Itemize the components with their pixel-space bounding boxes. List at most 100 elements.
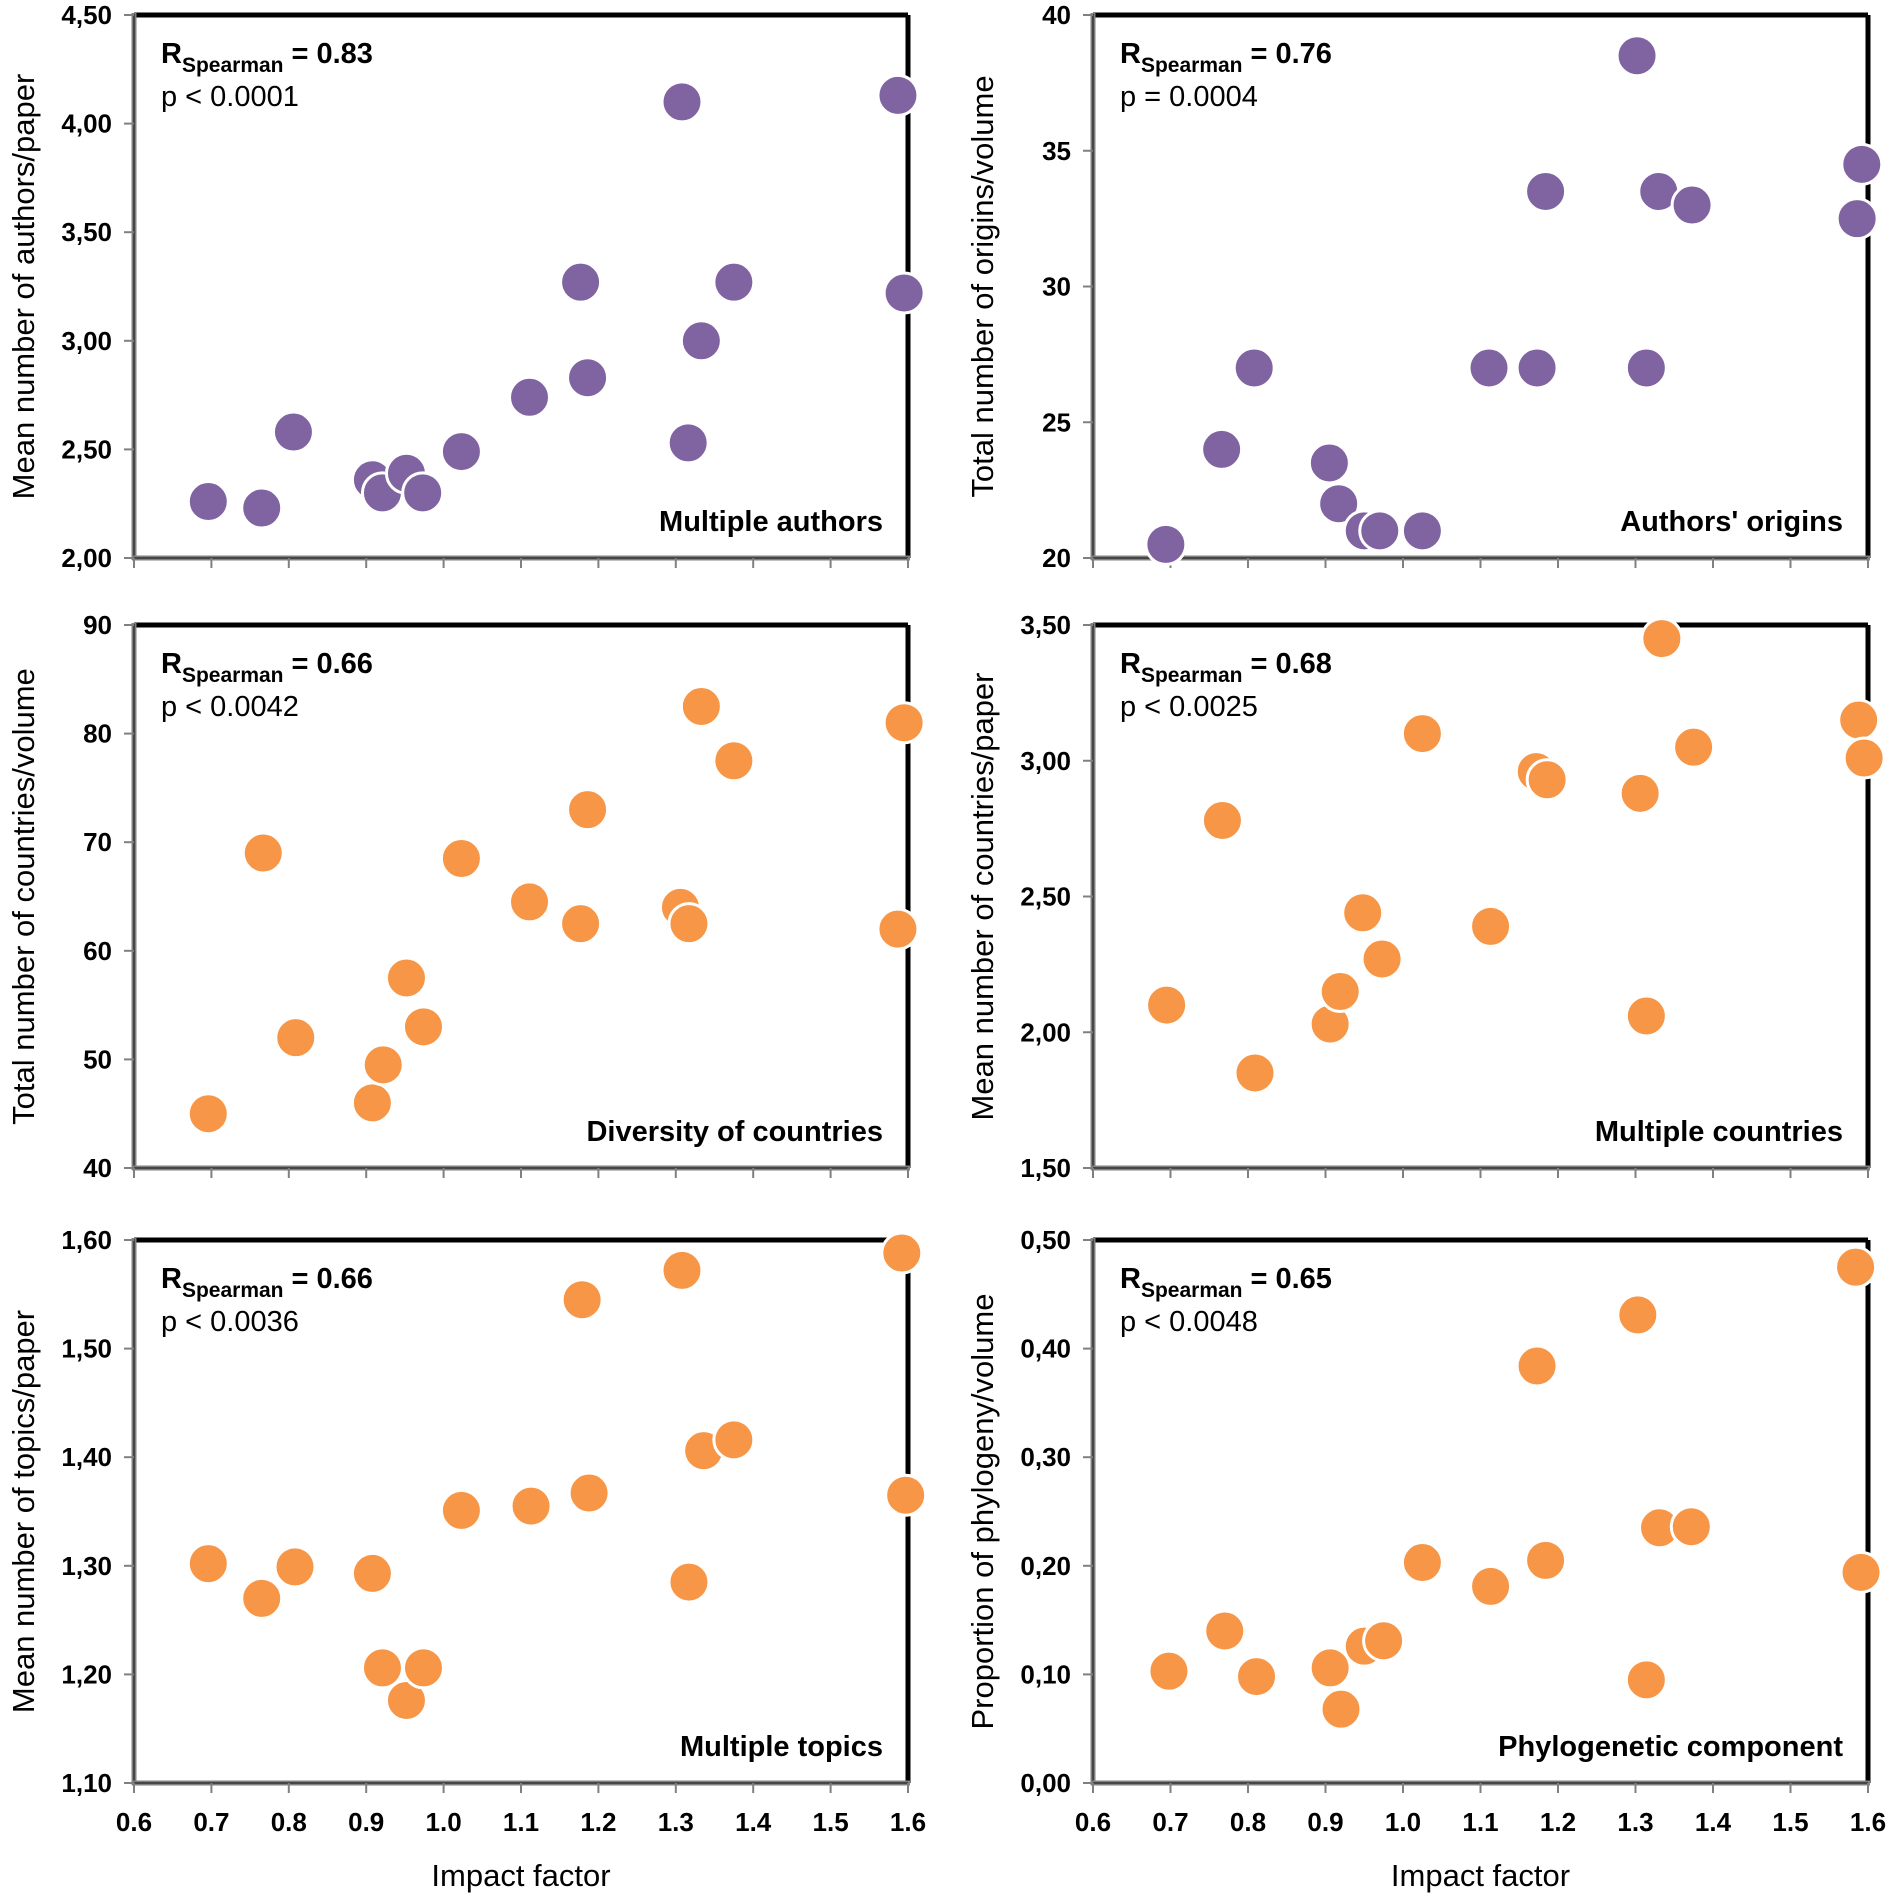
data-point — [240, 1576, 284, 1620]
y-tick-label: 2,00 — [61, 543, 112, 573]
y-tick-label: 50 — [83, 1044, 112, 1074]
y-tick-label: 60 — [83, 936, 112, 966]
data-point — [712, 739, 756, 783]
y-tick-label: 1,40 — [61, 1442, 112, 1472]
data-point — [439, 836, 483, 880]
data-point — [1144, 522, 1188, 566]
data-point — [1200, 427, 1244, 471]
data-point — [679, 319, 723, 363]
y-tick-label: 3,50 — [1020, 610, 1071, 640]
data-point — [350, 1551, 394, 1595]
data-point — [1232, 346, 1276, 390]
data-point — [1308, 1646, 1352, 1690]
data-point — [876, 73, 920, 117]
spearman-r-value: = 0.65 — [1251, 1263, 1332, 1295]
y-tick-label: 70 — [83, 827, 112, 857]
y-tick-label: 25 — [1042, 407, 1071, 437]
data-point — [1834, 1245, 1878, 1289]
chart-panel-top-left: 2,00 2,50 3,00 3,50 4,00 4,50 Mean number of a… — [6, 0, 926, 573]
spearman-subscript: Spearman — [1141, 664, 1243, 687]
x-tick-label: 0.8 — [1230, 1807, 1266, 1837]
y-tick-label: 0,00 — [1020, 1768, 1071, 1798]
x-tick-label: 0.7 — [1152, 1807, 1188, 1837]
data-point — [240, 486, 284, 530]
x-tick-label: 0.7 — [193, 1807, 229, 1837]
data-point — [241, 831, 285, 875]
chart-panel-middle-right: 1,50 2,00 2,50 3,00 3,50 Mean number of count… — [965, 610, 1886, 1183]
spearman-annotation: RSpearman = 0.83 — [161, 38, 373, 77]
data-point — [1203, 1609, 1247, 1653]
data-point — [1624, 1658, 1668, 1702]
y-tick-label: 0,10 — [1020, 1659, 1071, 1689]
data-point — [1616, 1293, 1660, 1337]
y-tick-label: 0,20 — [1020, 1551, 1071, 1581]
data-point — [559, 902, 603, 946]
data-point — [186, 1092, 230, 1136]
y-tick-label: 2,50 — [1020, 882, 1071, 912]
spearman-r-symbol: R — [161, 1263, 182, 1295]
data-point — [1147, 1649, 1191, 1693]
y-tick-label: 0,40 — [1020, 1334, 1071, 1364]
y-tick-label: 40 — [83, 1153, 112, 1183]
x-tick-label: 1.5 — [1772, 1807, 1808, 1837]
data-point — [1145, 983, 1189, 1027]
y-tick-label: 90 — [83, 610, 112, 640]
spearman-r-value: = 0.66 — [292, 648, 373, 680]
x-tick-label: 1.3 — [1617, 1807, 1653, 1837]
x-tick-label: 0.9 — [348, 1807, 384, 1837]
data-point — [509, 1484, 553, 1528]
chart-panel-bottom-right: 0,00 0,10 0,20 0,30 0,40 0,50 0.6 0.7 0.8 0.9 1.0 1… — [965, 1225, 1886, 1893]
p-value-annotation: p = 0.0004 — [1120, 81, 1258, 113]
y-axis-title: Total number of countries/volume — [6, 668, 41, 1125]
data-point — [1515, 346, 1559, 390]
panel-label: Multiple authors — [659, 506, 883, 538]
p-value-annotation: p < 0.0048 — [1120, 1306, 1258, 1338]
data-point — [712, 1418, 756, 1462]
panel-label: Phylogenetic component — [1498, 1731, 1843, 1763]
spearman-annotation: RSpearman = 0.66 — [161, 1263, 373, 1302]
data-point — [1624, 346, 1668, 390]
y-tick-label: 35 — [1042, 136, 1071, 166]
data-point — [1524, 169, 1568, 213]
data-point — [401, 471, 445, 515]
data-point — [880, 1231, 924, 1275]
x-tick-label: 0.9 — [1307, 1807, 1343, 1837]
data-point — [1400, 509, 1444, 553]
data-point — [560, 1278, 604, 1322]
y-axis-title: Mean number of topics/paper — [6, 1310, 41, 1713]
p-value-annotation: p < 0.0036 — [161, 1306, 299, 1338]
x-tick-label: 1.5 — [813, 1807, 849, 1837]
data-point — [1469, 904, 1513, 948]
x-tick-label: 1.0 — [1385, 1807, 1421, 1837]
data-point — [1670, 183, 1714, 227]
data-point — [882, 271, 926, 315]
data-point — [1624, 994, 1668, 1038]
data-point — [1358, 509, 1402, 553]
y-tick-label: 1,30 — [61, 1551, 112, 1581]
y-tick-label: 30 — [1042, 272, 1071, 302]
y-axis-title: Total number of origins/volume — [965, 75, 1000, 497]
data-point — [384, 956, 428, 1000]
data-point — [567, 1471, 611, 1515]
data-point — [1840, 142, 1884, 186]
data-point — [876, 907, 920, 951]
data-point — [1842, 736, 1886, 780]
y-tick-label: 80 — [83, 719, 112, 749]
panel-label: Multiple countries — [1595, 1116, 1843, 1148]
x-tick-label: 1.1 — [1462, 1807, 1498, 1837]
data-point — [1524, 1538, 1568, 1582]
data-point — [1615, 34, 1659, 78]
y-tick-label: 1,60 — [61, 1225, 112, 1255]
data-point — [884, 1473, 928, 1517]
y-tick-label: 0,30 — [1020, 1442, 1071, 1472]
y-tick-label: 2,50 — [61, 434, 112, 464]
spearman-subscript: Spearman — [1141, 1279, 1243, 1302]
spearman-r-value: = 0.68 — [1251, 648, 1332, 680]
spearman-r-value: = 0.83 — [292, 38, 373, 70]
data-point — [1669, 1505, 1713, 1549]
data-point — [439, 1488, 483, 1532]
data-point — [1317, 482, 1361, 526]
y-tick-label: 2,00 — [1020, 1017, 1071, 1047]
x-axis-title: Impact factor — [1391, 1858, 1570, 1893]
spearman-r-value: = 0.66 — [292, 1263, 373, 1295]
